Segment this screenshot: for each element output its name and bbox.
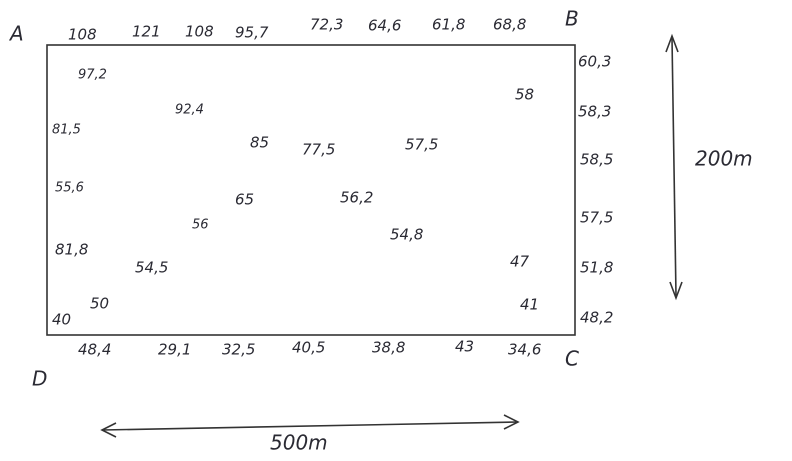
elevation: 65 — [235, 191, 254, 209]
elevation: 41 — [520, 296, 539, 314]
elevation: 58,5 — [580, 151, 613, 169]
elevation: 29,1 — [158, 341, 191, 359]
dimension-line — [101, 421, 519, 431]
elevation: 40 — [52, 311, 71, 329]
elevation: 77,5 — [302, 141, 335, 159]
elevation: 48,4 — [78, 341, 111, 359]
elevation: 108 — [185, 23, 214, 41]
elevation: 54,8 — [390, 226, 423, 244]
plot-boundary — [46, 44, 576, 336]
bottom-values: 48,4 29,1 32,5 40,5 38,8 43 34,6 — [78, 338, 541, 359]
elevation: 108 — [68, 26, 97, 44]
elevation: 92,4 — [175, 103, 204, 118]
elevation: 56 — [192, 218, 209, 233]
elevation: 32,5 — [222, 341, 255, 359]
elevation: 58,3 — [578, 103, 611, 121]
elevation: 56,2 — [340, 189, 373, 207]
elevation: 81,5 — [52, 123, 81, 138]
corner-label: A — [8, 22, 24, 46]
elevation: 57,5 — [580, 209, 613, 227]
arrow-head — [665, 33, 679, 53]
elevation: 57,5 — [405, 136, 438, 154]
elevation: 54,5 — [135, 259, 168, 277]
dimension-label: 500m — [270, 431, 328, 455]
elevation: 81,8 — [55, 241, 88, 259]
arrow-head — [503, 414, 520, 430]
elevation: 55,6 — [55, 181, 84, 196]
elevation: 38,8 — [372, 339, 405, 357]
elevation: 121 — [132, 23, 161, 41]
arrow-head — [100, 422, 117, 438]
top-values: 108 121 108 95,7 72,3 64,6 61,8 68,8 — [68, 16, 526, 44]
width-dimension: 500m — [100, 414, 520, 455]
elevation: 40,5 — [292, 339, 325, 357]
elevation: 51,8 — [580, 259, 613, 277]
elevation: 60,3 — [578, 53, 611, 71]
corner-label: D — [32, 367, 47, 391]
elevation: 34,6 — [508, 341, 541, 359]
left-values: 81,5 55,6 81,8 40 — [52, 123, 88, 329]
corner-label: C — [565, 347, 579, 371]
arrow-head — [669, 281, 683, 301]
elevation: 61,8 — [432, 16, 465, 34]
elevation: 95,7 — [235, 24, 269, 42]
dimension-label: 200m — [695, 147, 753, 171]
corner-label: B — [565, 7, 579, 31]
elevation: 50 — [90, 295, 109, 313]
elevation: 43 — [455, 338, 474, 356]
elevation: 85 — [250, 134, 269, 152]
height-dimension: 200m — [665, 33, 753, 301]
elevation: 97,2 — [78, 68, 107, 83]
elevation: 47 — [510, 253, 530, 271]
elevation: 48,2 — [580, 309, 613, 327]
elevation: 72,3 — [310, 16, 343, 34]
elevation: 68,8 — [493, 16, 526, 34]
elevation: 58 — [515, 86, 534, 104]
elevation: 64,6 — [368, 17, 401, 35]
interior-values: 97,2 92,4 85 77,5 57,5 58 65 56,2 54,8 5… — [78, 68, 539, 314]
dimension-line — [671, 37, 677, 297]
right-values: 60,3 58,3 58,5 57,5 51,8 48,2 — [578, 53, 613, 327]
